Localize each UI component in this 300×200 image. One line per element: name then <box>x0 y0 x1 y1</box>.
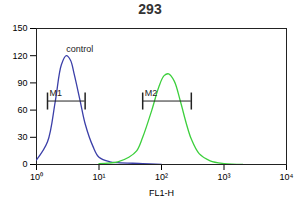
svg-text:150: 150 <box>12 23 27 33</box>
svg-text:120: 120 <box>12 51 27 61</box>
svg-text:60: 60 <box>17 105 27 115</box>
svg-text:10³: 10³ <box>217 172 230 182</box>
svg-text:M2: M2 <box>145 88 158 98</box>
svg-text:10⁴: 10⁴ <box>280 172 294 182</box>
svg-text:10⁰: 10⁰ <box>30 172 43 182</box>
svg-text:control: control <box>66 44 93 54</box>
svg-text:M1: M1 <box>50 88 63 98</box>
svg-text:FL1-H: FL1-H <box>149 188 174 198</box>
svg-text:10¹: 10¹ <box>92 172 105 182</box>
html-text:293: 293 <box>138 1 162 17</box>
svg-text:0: 0 <box>22 159 27 169</box>
svg-text:90: 90 <box>17 78 27 88</box>
svg-text:30: 30 <box>17 132 27 142</box>
svg-text:10²: 10² <box>155 172 168 182</box>
